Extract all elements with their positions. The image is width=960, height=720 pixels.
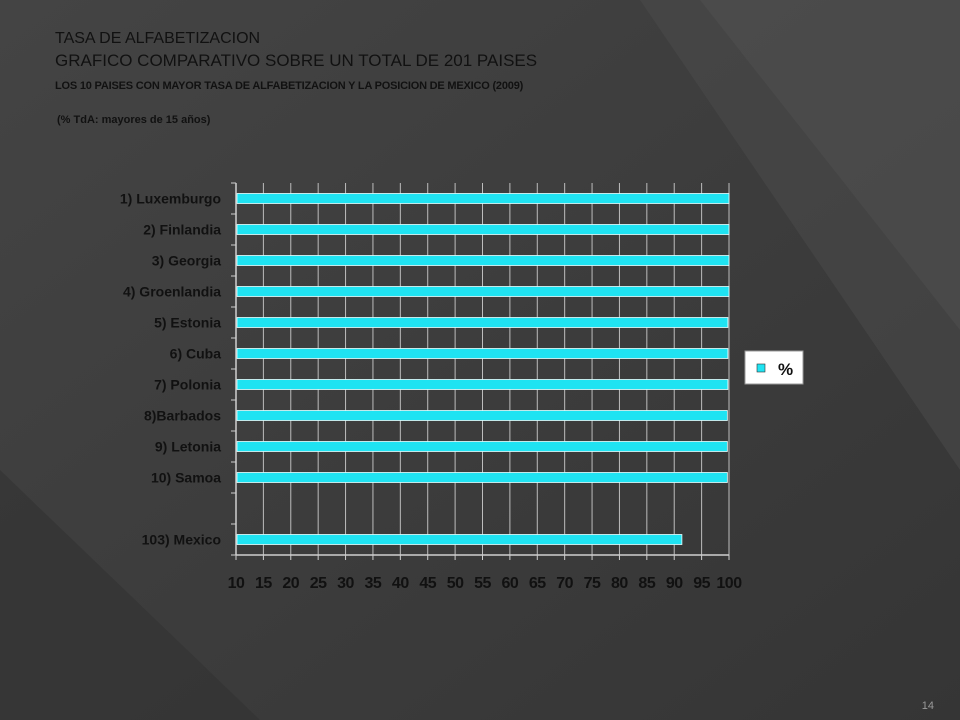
- bar: [236, 286, 730, 297]
- x-tick-label: 40: [392, 575, 409, 592]
- bar: [236, 317, 729, 328]
- x-tick-label: 20: [282, 575, 299, 592]
- category-label: 5) Estonia: [154, 315, 221, 331]
- x-tick-label: 15: [255, 575, 272, 592]
- units-note: (% TdA: mayores de 15 años): [57, 114, 211, 126]
- x-tick-label: 80: [611, 575, 628, 592]
- x-tick-label: 50: [447, 575, 464, 592]
- x-tick-label: 70: [556, 575, 573, 592]
- bar: [236, 379, 729, 390]
- slide-number: 14: [921, 700, 934, 712]
- x-tick-label: 90: [666, 575, 683, 592]
- slide-title: TASA DE ALFABETIZACION: [55, 30, 261, 47]
- bar: [236, 472, 728, 483]
- axes: [231, 182, 730, 560]
- x-tick-label: 35: [365, 575, 382, 592]
- slide-subtitle: GRAFICO COMPARATIVO SOBRE UN TOTAL DE 20…: [55, 51, 538, 70]
- category-label: 2) Finlandia: [143, 222, 221, 238]
- x-tick-label: 75: [584, 575, 601, 592]
- x-tick-label: 10: [228, 575, 245, 592]
- x-tick-label: 30: [337, 575, 354, 592]
- bar: [236, 255, 730, 266]
- x-tick-label: 60: [501, 575, 518, 592]
- bar: [236, 224, 730, 235]
- category-label: 8)Barbados: [144, 408, 221, 424]
- category-label: 9) Letonia: [155, 439, 221, 455]
- x-tick-labels: 10 15 20 25 30 35 40 45 50 55 60 65 70 75 80 85 90 95 100: [228, 575, 743, 592]
- category-label: 10) Samoa: [151, 470, 221, 486]
- bars: [236, 193, 730, 545]
- x-tick-label: 85: [638, 575, 655, 592]
- x-tick-label: 55: [474, 575, 491, 592]
- legend-label: %: [778, 360, 793, 379]
- x-tick-label: 95: [693, 575, 710, 592]
- x-tick-label: 25: [310, 575, 327, 592]
- x-tick-label: 65: [529, 575, 546, 592]
- category-label: 1) Luxemburgo: [120, 191, 221, 207]
- legend: %: [744, 350, 804, 385]
- x-tick-label: 100: [716, 575, 742, 592]
- bar: [236, 534, 683, 545]
- legend-swatch: [756, 363, 766, 373]
- category-label: 103) Mexico: [142, 532, 221, 548]
- category-label: 7) Polonia: [154, 377, 221, 393]
- slide-description: LOS 10 PAISES CON MAYOR TASA DE ALFABETI…: [55, 80, 524, 92]
- category-labels: 1) Luxemburgo 2) Finlandia 3) Georgia 4) Gr…: [120, 191, 221, 548]
- legend-box: [744, 350, 804, 385]
- category-label: 4) Groenlandia: [123, 284, 221, 300]
- x-tick-label: 45: [419, 575, 436, 592]
- category-label: 6) Cuba: [170, 346, 222, 362]
- bar: [236, 193, 730, 204]
- bar: [236, 410, 728, 421]
- gridlines: [262, 183, 730, 555]
- category-label: 3) Georgia: [152, 253, 221, 269]
- bar: [236, 348, 729, 359]
- bar: [236, 441, 728, 452]
